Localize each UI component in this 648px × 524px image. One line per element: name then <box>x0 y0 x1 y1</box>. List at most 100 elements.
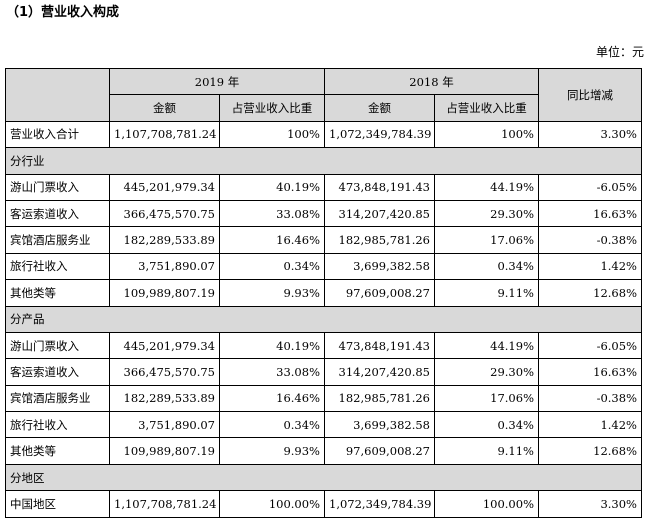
row-label: 营业收入合计 <box>5 120 110 149</box>
table-row: 旅行社收入 3,751,890.07 0.34% 3,699,382.58 0.… <box>5 411 642 439</box>
ratio-2019: 9.93% <box>219 437 325 465</box>
header-amount-2018: 金额 <box>324 94 435 122</box>
ratio-2019: 100.00% <box>219 490 325 518</box>
table-row: 游山门票收入 445,201,979.34 40.19% 473,848,191… <box>5 173 642 201</box>
ratio-2018: 100.00% <box>434 490 539 518</box>
section-header-product: 分产品 <box>5 305 642 333</box>
ratio-2018: 9.11% <box>434 279 539 307</box>
ratio-2019: 33.08% <box>219 199 325 228</box>
amount-2018: 1,072,349,784.39 <box>324 490 435 518</box>
amount-2019: 445,201,979.34 <box>109 331 220 360</box>
unit-label: 单位：元 <box>595 45 644 59</box>
section-label: 分行业 <box>5 147 642 175</box>
amount-2018: 473,848,191.43 <box>324 173 435 201</box>
yoy-change: 16.63% <box>538 199 642 228</box>
row-label: 宾馆酒店服务业 <box>5 384 110 413</box>
ratio-2019: 9.93% <box>219 279 325 307</box>
row-label: 其他类等 <box>5 279 110 307</box>
section-header-region: 分地区 <box>5 463 642 492</box>
yoy-change: -6.05% <box>538 173 642 201</box>
header-ratio-2018: 占营业收入比重 <box>434 94 539 122</box>
total-row: 营业收入合计 1,107,708,781.24 100% 1,072,349,7… <box>5 120 642 149</box>
ratio-2018: 29.30% <box>434 199 539 228</box>
ratio-2018: 29.30% <box>434 358 539 386</box>
table-row: 宾馆酒店服务业 182,289,533.89 16.46% 182,985,78… <box>5 226 642 254</box>
yoy-change: 12.68% <box>538 437 642 465</box>
row-label: 中国地区 <box>5 490 110 518</box>
amount-2019: 182,289,533.89 <box>109 384 220 413</box>
header-amount-2019: 金额 <box>109 94 220 122</box>
ratio-2018: 0.34% <box>434 252 539 281</box>
ratio-2019: 100% <box>219 120 325 149</box>
table-row: 客运索道收入 366,475,570.75 33.08% 314,207,420… <box>5 199 642 228</box>
header-year-2019: 2019 年 <box>109 67 325 96</box>
section-label: 分产品 <box>5 305 642 333</box>
table-row: 宾馆酒店服务业 182,289,533.89 16.46% 182,985,78… <box>5 384 642 413</box>
row-label: 宾馆酒店服务业 <box>5 226 110 254</box>
table-row: 其他类等 109,989,807.19 9.93% 97,609,008.27 … <box>5 279 642 307</box>
row-label: 游山门票收入 <box>5 173 110 201</box>
amount-2019: 1,107,708,781.24 <box>109 120 220 149</box>
revenue-table: 2019 年 2018 年 同比增减 金额 占营业收入比重 金额 占营业收入比重… <box>5 67 642 518</box>
amount-2018: 182,985,781.26 <box>324 226 435 254</box>
yoy-change: 1.42% <box>538 411 642 439</box>
table-row: 客运索道收入 366,475,570.75 33.08% 314,207,420… <box>5 358 642 386</box>
amount-2018: 97,609,008.27 <box>324 279 435 307</box>
amount-2019: 366,475,570.75 <box>109 358 220 386</box>
amount-2019: 109,989,807.19 <box>109 279 220 307</box>
yoy-change: 16.63% <box>538 358 642 386</box>
ratio-2019: 40.19% <box>219 331 325 360</box>
yoy-change: 12.68% <box>538 279 642 307</box>
amount-2019: 109,989,807.19 <box>109 437 220 465</box>
yoy-change: 3.30% <box>538 120 642 149</box>
row-label: 客运索道收入 <box>5 199 110 228</box>
amount-2019: 366,475,570.75 <box>109 199 220 228</box>
ratio-2019: 33.08% <box>219 358 325 386</box>
ratio-2018: 17.06% <box>434 226 539 254</box>
section-label: 分地区 <box>5 463 642 492</box>
ratio-2018: 44.19% <box>434 331 539 360</box>
header-row-metrics: 金额 占营业收入比重 金额 占营业收入比重 <box>6 94 642 122</box>
row-label: 游山门票收入 <box>5 331 110 360</box>
amount-2018: 3,699,382.58 <box>324 252 435 281</box>
ratio-2018: 9.11% <box>434 437 539 465</box>
ratio-2018: 100% <box>434 120 539 149</box>
table-row: 其他类等 109,989,807.19 9.93% 97,609,008.27 … <box>5 437 642 465</box>
table-row: 旅行社收入 3,751,890.07 0.34% 3,699,382.58 0.… <box>5 252 642 281</box>
amount-2019: 3,751,890.07 <box>109 411 220 439</box>
amount-2019: 445,201,979.34 <box>109 173 220 201</box>
header-row-years: 2019 年 2018 年 同比增减 <box>5 67 642 122</box>
yoy-change: 3.30% <box>538 490 642 518</box>
section-header-industry: 分行业 <box>5 147 642 175</box>
ratio-2018: 17.06% <box>434 384 539 413</box>
row-label: 旅行社收入 <box>5 411 110 439</box>
header-corner-cell <box>5 68 110 122</box>
yoy-change: -6.05% <box>538 331 642 360</box>
amount-2018: 473,848,191.43 <box>324 331 435 360</box>
amount-2018: 314,207,420.85 <box>324 358 435 386</box>
yoy-change: -0.38% <box>538 226 642 254</box>
header-ratio-2019: 占营业收入比重 <box>219 94 325 122</box>
amount-2018: 182,985,781.26 <box>324 384 435 413</box>
ratio-2019: 16.46% <box>219 384 325 413</box>
row-label: 其他类等 <box>5 437 110 465</box>
row-label: 客运索道收入 <box>5 358 110 386</box>
section-title: （1）营业收入构成 <box>6 5 120 20</box>
yoy-change: -0.38% <box>538 384 642 413</box>
ratio-2019: 0.34% <box>219 252 325 281</box>
header-year-2018: 2018 年 <box>324 67 539 96</box>
header-yoy: 同比增减 <box>538 68 642 122</box>
amount-2018: 1,072,349,784.39 <box>324 120 435 149</box>
table-row: 中国地区 1,107,708,781.24 100.00% 1,072,349,… <box>5 490 642 518</box>
amount-2019: 182,289,533.89 <box>109 226 220 254</box>
amount-2018: 3,699,382.58 <box>324 411 435 439</box>
amount-2019: 3,751,890.07 <box>109 252 220 281</box>
amount-2019: 1,107,708,781.24 <box>109 490 220 518</box>
ratio-2019: 40.19% <box>219 173 325 201</box>
ratio-2018: 0.34% <box>434 411 539 439</box>
ratio-2019: 0.34% <box>219 411 325 439</box>
amount-2018: 314,207,420.85 <box>324 199 435 228</box>
yoy-change: 1.42% <box>538 252 642 281</box>
row-label: 旅行社收入 <box>5 252 110 281</box>
ratio-2018: 44.19% <box>434 173 539 201</box>
